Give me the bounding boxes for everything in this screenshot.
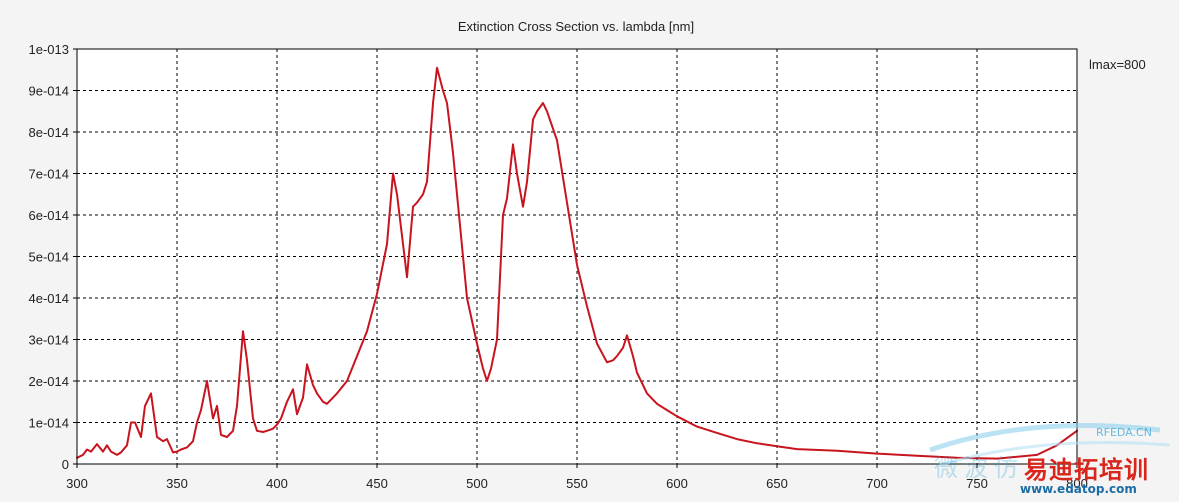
y-tick-label: 9e-014 (29, 84, 69, 99)
legend-entry-lmax-800: lmax=800 (1089, 57, 1146, 72)
y-axis: 0 1e-014 2e-014 3e-014 4e-014 5e-014 6e-014 7e-… (29, 42, 77, 472)
y-tick-label: 3e-014 (29, 333, 69, 348)
x-tick-label: 550 (566, 476, 588, 491)
x-tick-label: 600 (666, 476, 688, 491)
chart-title: Extinction Cross Section vs. lambda [nm] (458, 19, 694, 34)
y-tick-label: 1e-013 (29, 42, 69, 57)
x-tick-label: 450 (366, 476, 388, 491)
y-tick-label: 1e-014 (29, 416, 69, 431)
x-tick-label: 650 (766, 476, 788, 491)
x-tick-label: 400 (266, 476, 288, 491)
x-tick-label: 700 (866, 476, 888, 491)
x-tick-label: 750 (966, 476, 988, 491)
x-tick-label: 350 (166, 476, 188, 491)
plot-frame (76, 48, 1078, 465)
y-tick-label: 6e-014 (29, 208, 69, 223)
y-tick-label: 8e-014 (29, 125, 69, 140)
y-tick-label: 2e-014 (29, 374, 69, 389)
y-tick-label: 5e-014 (29, 250, 69, 265)
y-tick-label: 0 (62, 457, 69, 472)
y-tick-label: 7e-014 (29, 167, 69, 182)
y-tick-label: 4e-014 (29, 291, 69, 306)
series-line-lmax-800 (76, 66, 1078, 460)
x-tick-label: 500 (466, 476, 488, 491)
x-axis: 300 350 400 450 500 550 600 650 700 750 800 (66, 464, 1088, 491)
x-tick-label: 300 (66, 476, 88, 491)
grid-lines (77, 49, 1077, 464)
x-tick-label: 800 (1066, 476, 1088, 491)
